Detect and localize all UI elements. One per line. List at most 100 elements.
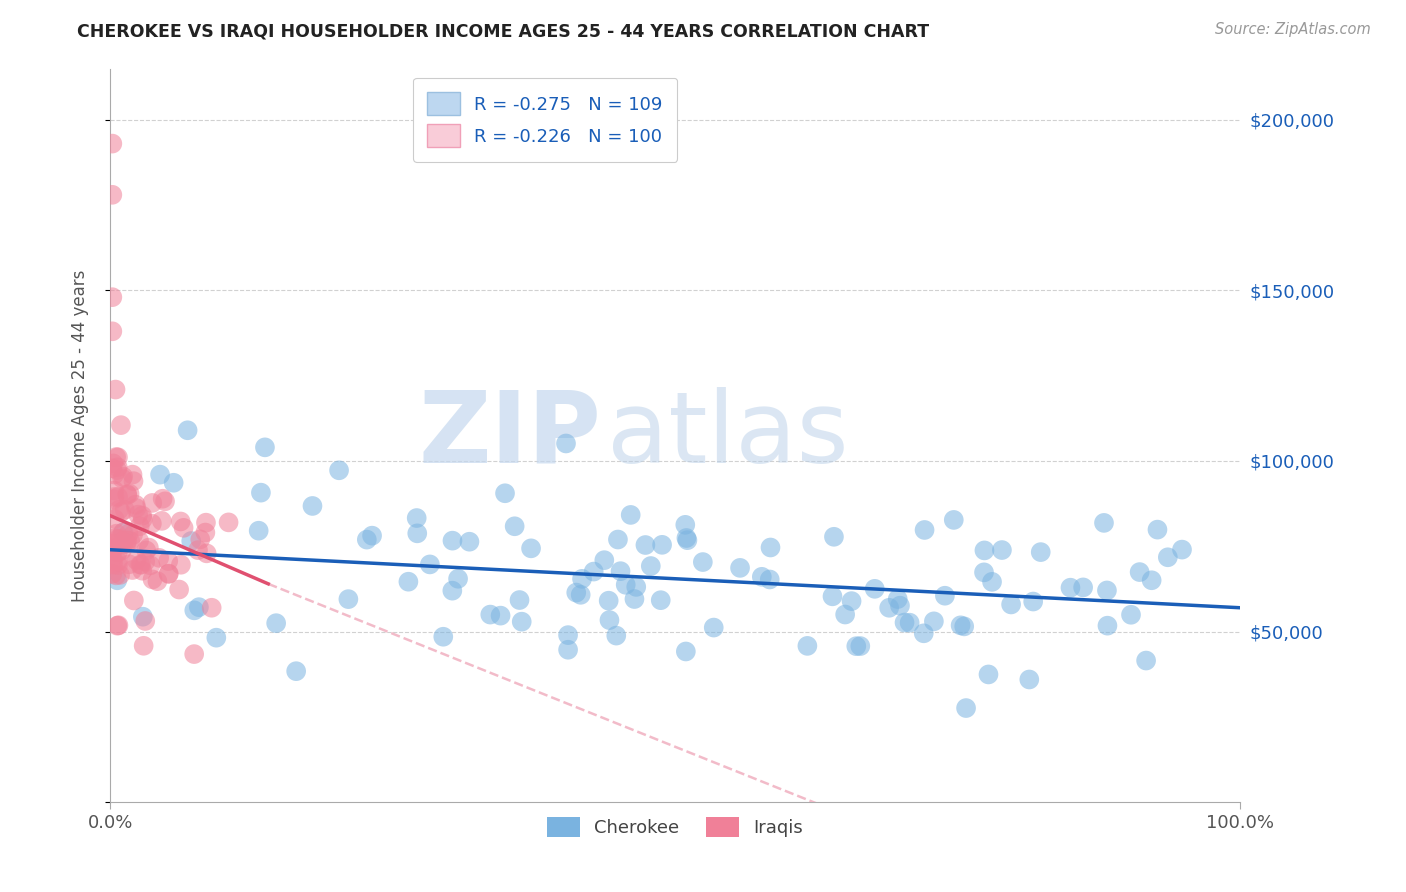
Point bbox=[758, 573, 780, 587]
Point bbox=[841, 594, 863, 608]
Point bbox=[949, 618, 972, 632]
Point bbox=[115, 536, 138, 550]
Point bbox=[1140, 574, 1163, 588]
Point bbox=[187, 543, 209, 558]
Point bbox=[183, 603, 205, 617]
Point bbox=[128, 519, 150, 533]
Point bbox=[912, 626, 935, 640]
Point bbox=[356, 533, 378, 547]
Point bbox=[122, 528, 145, 542]
Point bbox=[101, 187, 124, 202]
Point bbox=[565, 585, 588, 599]
Point bbox=[173, 521, 195, 535]
Point bbox=[108, 502, 131, 516]
Point bbox=[510, 615, 533, 629]
Y-axis label: Householder Income Ages 25 - 44 years: Householder Income Ages 25 - 44 years bbox=[72, 269, 89, 601]
Point bbox=[103, 492, 125, 507]
Point bbox=[141, 516, 163, 531]
Point bbox=[153, 494, 176, 508]
Point bbox=[361, 529, 384, 543]
Point bbox=[110, 505, 132, 519]
Point bbox=[1157, 550, 1180, 565]
Point bbox=[103, 483, 125, 498]
Text: CHEROKEE VS IRAQI HOUSEHOLDER INCOME AGES 25 - 44 YEARS CORRELATION CHART: CHEROKEE VS IRAQI HOUSEHOLDER INCOME AGE… bbox=[77, 22, 929, 40]
Point bbox=[101, 536, 124, 550]
Point bbox=[104, 383, 127, 397]
Point bbox=[107, 554, 129, 568]
Point bbox=[620, 508, 643, 522]
Point bbox=[101, 566, 124, 581]
Point bbox=[494, 486, 516, 500]
Point bbox=[675, 531, 697, 545]
Point bbox=[845, 639, 868, 653]
Point bbox=[640, 559, 662, 574]
Point bbox=[131, 508, 153, 523]
Point bbox=[692, 555, 714, 569]
Point bbox=[128, 533, 150, 548]
Point bbox=[247, 524, 270, 538]
Point bbox=[111, 471, 134, 485]
Point bbox=[194, 516, 217, 530]
Point bbox=[598, 593, 620, 607]
Point bbox=[146, 574, 169, 589]
Point bbox=[571, 572, 593, 586]
Point bbox=[1092, 516, 1115, 530]
Point bbox=[834, 607, 856, 622]
Point bbox=[849, 639, 872, 653]
Point bbox=[114, 502, 136, 516]
Point bbox=[101, 542, 124, 557]
Point bbox=[134, 614, 156, 628]
Point bbox=[1129, 565, 1152, 579]
Point bbox=[759, 541, 782, 555]
Point bbox=[101, 461, 124, 475]
Point bbox=[121, 467, 143, 482]
Point bbox=[651, 538, 673, 552]
Point bbox=[138, 541, 160, 555]
Point bbox=[1119, 607, 1142, 622]
Point bbox=[650, 593, 672, 607]
Point bbox=[195, 546, 218, 560]
Point bbox=[108, 568, 131, 582]
Point bbox=[157, 566, 180, 581]
Point bbox=[132, 639, 155, 653]
Point bbox=[1022, 594, 1045, 608]
Point bbox=[419, 558, 441, 572]
Point bbox=[441, 583, 464, 598]
Point bbox=[489, 608, 512, 623]
Point bbox=[180, 534, 202, 549]
Point bbox=[101, 541, 124, 556]
Point bbox=[955, 701, 977, 715]
Point bbox=[101, 136, 124, 151]
Point bbox=[176, 423, 198, 437]
Point bbox=[981, 574, 1004, 589]
Point bbox=[253, 441, 276, 455]
Point bbox=[614, 578, 637, 592]
Legend: Cherokee, Iraqis: Cherokee, Iraqis bbox=[540, 809, 810, 845]
Point bbox=[141, 496, 163, 510]
Point bbox=[250, 485, 273, 500]
Point bbox=[117, 488, 139, 502]
Point bbox=[1146, 523, 1168, 537]
Point bbox=[1095, 583, 1118, 598]
Point bbox=[1171, 542, 1194, 557]
Text: Source: ZipAtlas.com: Source: ZipAtlas.com bbox=[1215, 22, 1371, 37]
Point bbox=[406, 526, 429, 541]
Point bbox=[139, 558, 162, 573]
Point bbox=[111, 525, 134, 540]
Text: ZIP: ZIP bbox=[419, 387, 602, 483]
Point bbox=[115, 487, 138, 501]
Point bbox=[110, 418, 132, 433]
Point bbox=[877, 600, 900, 615]
Point bbox=[977, 667, 1000, 681]
Point bbox=[107, 490, 129, 504]
Point bbox=[598, 613, 620, 627]
Point bbox=[898, 615, 921, 630]
Point bbox=[520, 541, 543, 556]
Point bbox=[131, 558, 153, 572]
Point bbox=[163, 475, 186, 490]
Point bbox=[1029, 545, 1052, 559]
Point bbox=[112, 537, 135, 551]
Point bbox=[115, 533, 138, 548]
Point bbox=[169, 515, 191, 529]
Point bbox=[1000, 598, 1022, 612]
